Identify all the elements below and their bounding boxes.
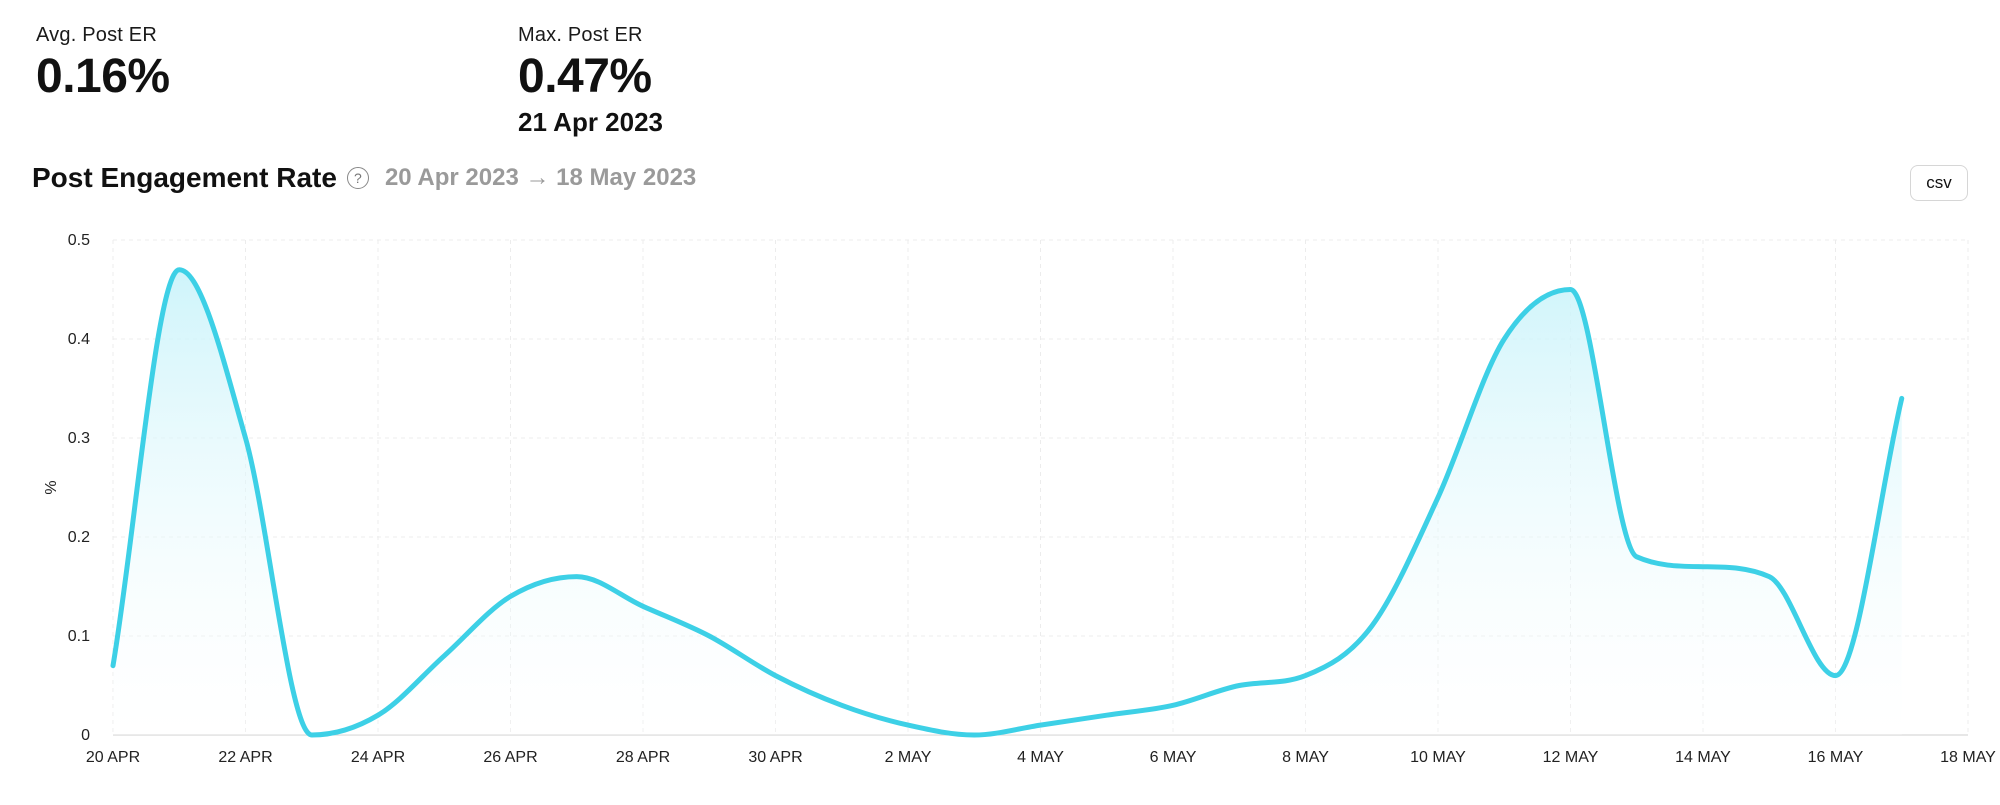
x-tick-label: 2 MAY <box>885 749 932 766</box>
y-axis-label: % <box>43 480 60 494</box>
engagement-rate-chart: 0 0.1 0.2 0.3 0.4 0.5 20 APR 22 APR 24 APR 26 AP… <box>43 232 1996 766</box>
avg-post-er-kpi: Avg. Post ER 0.16% <box>36 24 170 101</box>
max-post-er-label: Max. Post ER <box>518 24 643 46</box>
y-tick-label: 0.4 <box>68 331 90 348</box>
series-line <box>110 267 1905 738</box>
data-point <box>1501 336 1507 342</box>
series-area <box>113 269 1902 735</box>
x-tick-label: 26 APR <box>483 749 537 766</box>
y-tick-label: 0.3 <box>68 430 90 447</box>
data-point <box>1303 673 1309 679</box>
data-point <box>1369 623 1375 629</box>
question-circle-icon[interactable]: ? <box>346 167 369 189</box>
data-point <box>1634 554 1640 560</box>
date-range: 20 Apr 2023 → 18 May 2023 <box>384 164 697 191</box>
data-point <box>971 732 977 738</box>
data-point <box>441 653 447 659</box>
data-point <box>1170 702 1176 708</box>
data-point <box>1568 287 1574 293</box>
x-tick-label: 6 MAY <box>1150 749 1197 766</box>
chart-header: Post Engagement Rate ? 20 Apr 2023 → 18 … <box>32 162 696 194</box>
data-point <box>905 722 911 728</box>
x-tick-label: 14 MAY <box>1675 749 1731 766</box>
data-point <box>706 633 712 639</box>
max-post-er-date: 21 Apr 2023 <box>518 107 664 137</box>
data-point <box>640 603 646 609</box>
x-tick-label: 18 MAY <box>1940 749 1996 766</box>
x-tick-label: 16 MAY <box>1808 749 1864 766</box>
avg-post-er-label: Avg. Post ER <box>36 24 157 46</box>
y-tick-label: 0.5 <box>68 232 90 249</box>
x-tick-label: 12 MAY <box>1543 749 1599 766</box>
y-tick-label: 0.1 <box>68 628 90 645</box>
data-point <box>1700 564 1706 570</box>
data-point <box>1899 395 1905 401</box>
data-point <box>243 435 249 441</box>
data-point <box>375 712 381 718</box>
y-tick-label: 0.2 <box>68 529 90 546</box>
data-point <box>508 593 514 599</box>
y-axis: 0 0.1 0.2 0.3 0.4 0.5 <box>68 232 90 744</box>
csv-export-button[interactable]: csv <box>1910 165 1968 201</box>
data-point <box>309 732 315 738</box>
x-tick-label: 8 MAY <box>1282 749 1329 766</box>
x-tick-label: 30 APR <box>748 749 802 766</box>
data-point <box>839 702 845 708</box>
data-point <box>773 673 779 679</box>
data-point <box>110 663 116 669</box>
max-post-er-value: 0.47% <box>518 50 652 103</box>
x-tick-label: 4 MAY <box>1017 749 1064 766</box>
x-tick-label: 24 APR <box>351 749 405 766</box>
data-point <box>1833 673 1839 679</box>
x-axis: 20 APR 22 APR 24 APR 26 APR 28 APR 30 APR 2 MA… <box>86 749 1996 766</box>
y-tick-label: 0 <box>81 727 90 744</box>
data-point <box>1236 683 1242 689</box>
chart-title: Post Engagement Rate <box>32 162 337 193</box>
max-post-er-kpi: Max. Post ER 0.47% 21 Apr 2023 <box>518 24 663 138</box>
x-tick-label: 22 APR <box>218 749 272 766</box>
x-tick-label: 10 MAY <box>1410 749 1466 766</box>
x-tick-label: 28 APR <box>616 749 670 766</box>
x-tick-label: 20 APR <box>86 749 140 766</box>
data-point <box>176 267 182 273</box>
data-point <box>574 574 580 580</box>
avg-post-er-value: 0.16% <box>36 50 170 103</box>
data-point <box>1104 712 1110 718</box>
data-point <box>1435 494 1441 500</box>
data-point <box>1038 722 1044 728</box>
data-point <box>1766 574 1772 580</box>
